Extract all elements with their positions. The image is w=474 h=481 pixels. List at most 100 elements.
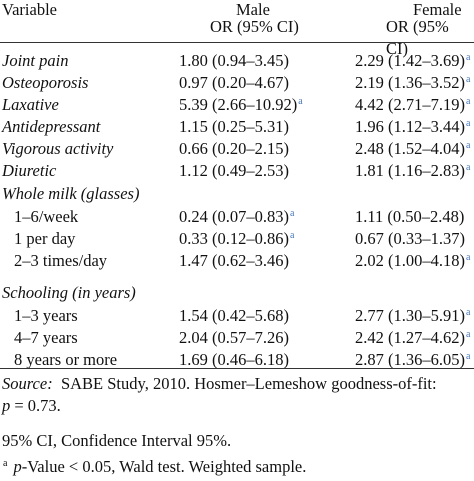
male-or-value: 0.66 (0.20–2.15) bbox=[179, 139, 289, 158]
female-or-cell: 1.96 (1.12–3.44)a bbox=[355, 116, 470, 138]
row-label: Joint pain bbox=[2, 51, 69, 70]
group-title: Whole milk (glasses) bbox=[2, 184, 140, 203]
male-or-value: 0.33 (0.12–0.86) bbox=[179, 229, 289, 248]
significance-marker: a bbox=[466, 350, 471, 362]
male-or-value: 1.54 (0.42–5.68) bbox=[179, 306, 289, 325]
male-or-cell: 1.69 (0.46–6.18) bbox=[179, 349, 289, 371]
male-or-cell: 1.47 (0.62–3.46) bbox=[179, 250, 289, 272]
footnote-a-text: -Value < 0.05, Wald test. Weighted sampl… bbox=[21, 457, 307, 476]
p-label: p bbox=[2, 396, 11, 415]
significance-marker: a bbox=[466, 328, 471, 340]
male-or-value: 0.24 (0.07–0.83) bbox=[179, 207, 289, 226]
female-or-cell: 2.77 (1.30–5.91)a bbox=[355, 305, 470, 327]
table-row: Laxative 5.39 (2.66–10.92)a 4.42 (2.71–7.1… bbox=[0, 94, 474, 116]
row-label: Osteoporosis bbox=[2, 73, 89, 92]
female-or-value: 2.19 (1.36–3.52) bbox=[355, 73, 465, 92]
female-or-cell: 4.42 (2.71–7.19)a bbox=[355, 94, 470, 116]
header-female: Female bbox=[413, 0, 462, 19]
p-value: = 0.73. bbox=[14, 396, 61, 415]
header-male: Male bbox=[236, 0, 270, 19]
group-title-row: Whole milk (glasses) bbox=[0, 183, 474, 205]
female-or-value: 1.96 (1.12–3.44) bbox=[355, 117, 465, 136]
female-or-value: 1.11 (0.50–2.48) bbox=[355, 207, 465, 226]
significance-marker: a bbox=[466, 161, 471, 173]
table-row: Diuretic 1.12 (0.49–2.53) 1.81 (1.16–2.83)… bbox=[0, 160, 474, 182]
male-or-value: 1.69 (0.46–6.18) bbox=[179, 350, 289, 369]
male-or-value: 1.15 (0.25–5.31) bbox=[179, 117, 289, 136]
male-or-cell: 1.12 (0.49–2.53) bbox=[179, 160, 289, 182]
header-rule bbox=[0, 42, 474, 43]
significance-marker: a bbox=[466, 73, 471, 85]
table-row: Joint pain 1.80 (0.94–3.45) 2.29 (1.42–3.6… bbox=[0, 50, 474, 72]
female-or-value: 0.67 (0.33–1.37) bbox=[355, 229, 465, 248]
table-row: 8 years or more 1.69 (0.46–6.18) 2.87 (1.3… bbox=[0, 349, 474, 371]
table-row: 1–6/week 0.24 (0.07–0.83)a 1.11 (0.50–2.48… bbox=[0, 206, 474, 228]
row-label: 1 per day bbox=[14, 229, 76, 248]
significance-marker: a bbox=[298, 95, 303, 107]
row-label: Vigorous activity bbox=[2, 139, 114, 158]
male-or-cell: 0.24 (0.07–0.83)a bbox=[179, 206, 294, 228]
row-label: Laxative bbox=[2, 95, 59, 114]
row-label: Diuretic bbox=[2, 161, 57, 180]
female-or-value: 2.77 (1.30–5.91) bbox=[355, 306, 465, 325]
female-or-value: 2.42 (1.27–4.62) bbox=[355, 328, 465, 347]
female-or-value: 2.29 (1.42–3.69) bbox=[355, 51, 465, 70]
row-label: 8 years or more bbox=[14, 350, 118, 369]
female-or-cell: 2.87 (1.36–6.05)a bbox=[355, 349, 470, 371]
male-or-cell: 0.97 (0.20–4.67) bbox=[179, 72, 289, 94]
table-row: 2–3 times/day 1.47 (0.62–3.46) 2.02 (1.00–… bbox=[0, 250, 474, 272]
female-or-cell: 1.81 (1.16–2.83)a bbox=[355, 160, 470, 182]
female-or-value: 2.48 (1.52–4.04) bbox=[355, 139, 465, 158]
female-or-value: 1.81 (1.16–2.83) bbox=[355, 161, 465, 180]
male-or-cell: 2.04 (0.57–7.26) bbox=[179, 327, 289, 349]
ci-note: 95% CI, Confidence Interval 95%. bbox=[2, 430, 472, 452]
male-or-value: 2.04 (0.57–7.26) bbox=[179, 328, 289, 347]
male-or-cell: 1.54 (0.42–5.68) bbox=[179, 305, 289, 327]
row-label: 4–7 years bbox=[14, 328, 78, 347]
footnote-a-p: p bbox=[13, 457, 22, 476]
female-or-cell: 2.19 (1.36–3.52)a bbox=[355, 72, 470, 94]
table-row: 1 per day 0.33 (0.12–0.86)a 0.67 (0.33–1.3… bbox=[0, 228, 474, 250]
significance-marker: a bbox=[466, 117, 471, 129]
table-subheader-row: OR (95% CI) OR (95% CI) bbox=[0, 16, 474, 58]
female-or-cell: 2.29 (1.42–3.69)a bbox=[355, 50, 470, 72]
male-or-value: 5.39 (2.66–10.92) bbox=[179, 95, 298, 114]
table-row: Antidepressant 1.15 (0.25–5.31) 1.96 (1.12… bbox=[0, 116, 474, 138]
significance-marker: a bbox=[466, 95, 471, 107]
source-text: SABE Study, 2010. Hosmer–Lemeshow goodne… bbox=[60, 374, 437, 393]
source-note: Source: SABE Study, 2010. Hosmer–Lemesho… bbox=[2, 373, 472, 417]
male-or-cell: 1.80 (0.94–3.45) bbox=[179, 50, 289, 72]
male-or-cell: 0.33 (0.12–0.86)a bbox=[179, 228, 294, 250]
male-or-value: 1.47 (0.62–3.46) bbox=[179, 251, 289, 270]
female-or-value: 2.87 (1.36–6.05) bbox=[355, 350, 465, 369]
table-row: 1–3 years 1.54 (0.42–5.68) 2.77 (1.30–5.91… bbox=[0, 305, 474, 327]
male-or-cell: 1.15 (0.25–5.31) bbox=[179, 116, 289, 138]
female-or-cell: 1.11 (0.50–2.48) bbox=[355, 206, 464, 228]
table-row: 4–7 years 2.04 (0.57–7.26) 2.42 (1.27–4.62… bbox=[0, 327, 474, 349]
row-label: Antidepressant bbox=[2, 117, 101, 136]
group-title-row: Schooling (in years) bbox=[0, 282, 474, 304]
male-or-value: 1.80 (0.94–3.45) bbox=[179, 51, 289, 70]
significance-marker: a bbox=[466, 251, 471, 263]
significance-marker: a bbox=[466, 139, 471, 151]
group-title: Schooling (in years) bbox=[2, 283, 136, 302]
significance-note: a p-Value < 0.05, Wald test. Weighted sam… bbox=[2, 456, 472, 478]
bottom-rule bbox=[0, 368, 474, 369]
header-variable: Variable bbox=[2, 0, 57, 19]
female-or-cell: 2.48 (1.52–4.04)a bbox=[355, 138, 470, 160]
table-row: Vigorous activity 0.66 (0.20–2.15) 2.48 (1… bbox=[0, 138, 474, 160]
table-row: Osteoporosis 0.97 (0.20–4.67) 2.19 (1.36–3… bbox=[0, 72, 474, 94]
header-female-or: OR (95% CI) bbox=[386, 17, 449, 58]
female-or-value: 4.42 (2.71–7.19) bbox=[355, 95, 465, 114]
ci-note-text: 95% CI, Confidence Interval 95%. bbox=[2, 431, 232, 450]
female-or-cell: 0.67 (0.33–1.37) bbox=[355, 228, 465, 250]
header-male-or: OR (95% CI) bbox=[210, 17, 299, 36]
male-or-cell: 0.66 (0.20–2.15) bbox=[179, 138, 289, 160]
table-header-row: Variable Male Female bbox=[0, 0, 474, 20]
row-label: 1–3 years bbox=[14, 306, 78, 325]
significance-marker: a bbox=[290, 207, 295, 219]
significance-marker: a bbox=[466, 51, 471, 63]
male-or-value: 1.12 (0.49–2.53) bbox=[179, 161, 289, 180]
row-label: 1–6/week bbox=[14, 207, 79, 226]
footnote-a-mark: a bbox=[3, 457, 8, 469]
